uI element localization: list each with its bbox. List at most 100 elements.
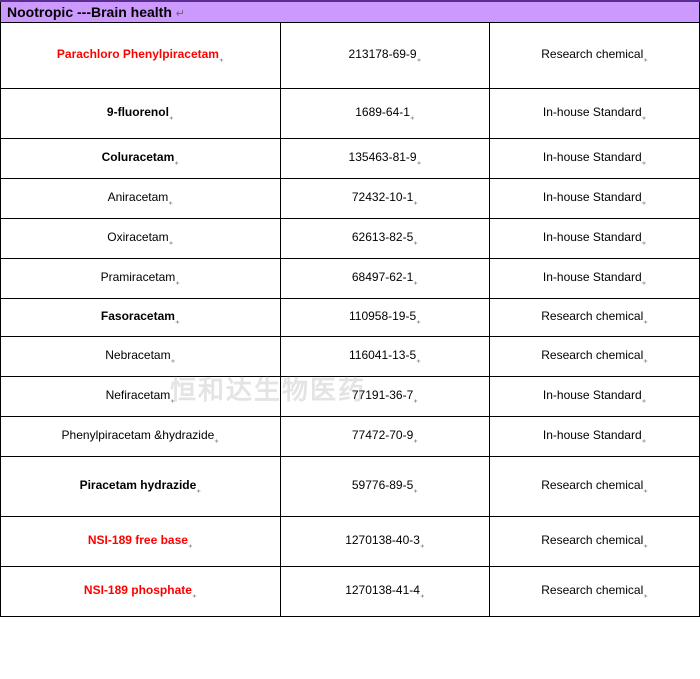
cell-category: Research chemical₊ bbox=[490, 299, 700, 337]
category-text: Research chemical bbox=[541, 47, 643, 61]
cell-cas: 135463-81-9₊ bbox=[280, 139, 490, 179]
cell-name: Oxiracetam₊ bbox=[1, 219, 281, 259]
table-row: Nebracetam₊116041-13-5₊Research chemical… bbox=[1, 337, 700, 377]
cell-name: Fasoracetam₊ bbox=[1, 299, 281, 337]
cas-number: 110958-19-5 bbox=[349, 309, 416, 323]
cell-cas: 59776-89-5₊ bbox=[280, 457, 490, 517]
cell-cas: 77191-36-7₊ bbox=[280, 377, 490, 417]
cas-number: 77191-36-7 bbox=[352, 388, 413, 402]
trail-mark: ₊ bbox=[168, 196, 173, 206]
trail-mark: ₊ bbox=[643, 315, 648, 325]
cell-category: Research chemical₊ bbox=[490, 23, 700, 89]
cell-name: NSI-189 phosphate₊ bbox=[1, 567, 281, 617]
trail-mark: ₊ bbox=[192, 589, 197, 599]
trail-mark: ₊ bbox=[410, 111, 415, 121]
trail-mark: ₊ bbox=[642, 156, 647, 166]
trail-mark: ₊ bbox=[188, 539, 193, 549]
trail-mark: ₊ bbox=[413, 196, 418, 206]
trail-mark: ₊ bbox=[416, 315, 421, 325]
compound-name: NSI-189 free base bbox=[88, 533, 188, 547]
trail-mark: ₊ bbox=[214, 434, 219, 444]
compound-name: Phenylpiracetam &hydrazide bbox=[62, 428, 215, 442]
category-text: In-house Standard bbox=[543, 388, 642, 402]
cell-cas: 1270138-40-3₊ bbox=[280, 517, 490, 567]
compound-name: Aniracetam bbox=[108, 190, 169, 204]
table-row: Parachloro Phenylpiracetam₊213178-69-9₊R… bbox=[1, 23, 700, 89]
nootropic-table: Nootropic ---Brain health ↵ Parachloro P… bbox=[0, 0, 700, 617]
category-text: In-house Standard bbox=[543, 190, 642, 204]
compound-name: NSI-189 phosphate bbox=[84, 583, 192, 597]
trail-mark: ₊ bbox=[642, 276, 647, 286]
trail-mark: ₊ bbox=[413, 434, 418, 444]
table-row: Pramiracetam₊68497-62-1₊In-house Standar… bbox=[1, 259, 700, 299]
category-text: In-house Standard bbox=[543, 105, 642, 119]
cell-name: Pramiracetam₊ bbox=[1, 259, 281, 299]
trail-mark: ₊ bbox=[643, 53, 648, 63]
cell-cas: 62613-82-5₊ bbox=[280, 219, 490, 259]
table-row: Coluracetam₊135463-81-9₊In-house Standar… bbox=[1, 139, 700, 179]
trail-mark: ₊ bbox=[171, 354, 176, 364]
cell-category: Research chemical₊ bbox=[490, 567, 700, 617]
trail-mark: ₊ bbox=[169, 236, 174, 246]
trail-mark: ₊ bbox=[219, 53, 224, 63]
trail-mark: ₊ bbox=[643, 354, 648, 364]
trail-mark: ₊ bbox=[413, 276, 418, 286]
table-row: Fasoracetam₊110958-19-5₊Research chemica… bbox=[1, 299, 700, 337]
cell-cas: 77472-70-9₊ bbox=[280, 417, 490, 457]
category-text: Research chemical bbox=[541, 533, 643, 547]
category-text: In-house Standard bbox=[543, 428, 642, 442]
category-text: In-house Standard bbox=[543, 230, 642, 244]
trail-mark: ₊ bbox=[417, 53, 422, 63]
cas-number: 1689-64-1 bbox=[355, 105, 410, 119]
compound-name: Nebracetam bbox=[105, 348, 170, 362]
cell-category: In-house Standard₊ bbox=[490, 259, 700, 299]
cell-cas: 68497-62-1₊ bbox=[280, 259, 490, 299]
trail-mark: ₊ bbox=[642, 111, 647, 121]
category-text: Research chemical bbox=[541, 478, 643, 492]
cell-name: Nebracetam₊ bbox=[1, 337, 281, 377]
trail-mark: ₊ bbox=[643, 589, 648, 599]
trail-mark: ₊ bbox=[642, 196, 647, 206]
table-row: 9-fluorenol₊1689-64-1₊In-house Standard₊ bbox=[1, 89, 700, 139]
cell-category: Research chemical₊ bbox=[490, 337, 700, 377]
cell-name: Nefiracetam₊ bbox=[1, 377, 281, 417]
compound-name: Fasoracetam bbox=[101, 309, 175, 323]
table-row: NSI-189 phosphate₊1270138-41-4₊Research … bbox=[1, 567, 700, 617]
trail-mark: ₊ bbox=[643, 539, 648, 549]
compound-name: Nefiracetam bbox=[106, 388, 171, 402]
category-text: Research chemical bbox=[541, 583, 643, 597]
cell-cas: 72432-10-1₊ bbox=[280, 179, 490, 219]
cell-name: Aniracetam₊ bbox=[1, 179, 281, 219]
trail-mark: ₊ bbox=[420, 589, 425, 599]
cas-number: 77472-70-9 bbox=[352, 428, 413, 442]
cas-number: 1270138-40-3 bbox=[345, 533, 420, 547]
cas-number: 1270138-41-4 bbox=[345, 583, 420, 597]
compound-name: Coluracetam bbox=[102, 150, 175, 164]
cell-cas: 1689-64-1₊ bbox=[280, 89, 490, 139]
category-text: In-house Standard bbox=[543, 270, 642, 284]
cell-category: In-house Standard₊ bbox=[490, 377, 700, 417]
trail-mark: ₊ bbox=[416, 354, 421, 364]
cas-number: 68497-62-1 bbox=[352, 270, 413, 284]
table-row: Phenylpiracetam &hydrazide₊77472-70-9₊In… bbox=[1, 417, 700, 457]
compound-name: 9-fluorenol bbox=[107, 105, 169, 119]
trail-mark: ₊ bbox=[420, 539, 425, 549]
cell-category: In-house Standard₊ bbox=[490, 139, 700, 179]
table-row: NSI-189 free base₊1270138-40-3₊Research … bbox=[1, 517, 700, 567]
trail-mark: ₊ bbox=[417, 156, 422, 166]
trail-mark: ₊ bbox=[413, 484, 418, 494]
trail-mark: ₊ bbox=[413, 394, 418, 404]
table-row: Nefiracetam₊77191-36-7₊In-house Standard… bbox=[1, 377, 700, 417]
cell-category: Research chemical₊ bbox=[490, 517, 700, 567]
cell-name: Coluracetam₊ bbox=[1, 139, 281, 179]
table-row: Piracetam hydrazide₊59776-89-5₊Research … bbox=[1, 457, 700, 517]
category-text: Research chemical bbox=[541, 348, 643, 362]
trail-mark: ₊ bbox=[642, 236, 647, 246]
cas-number: 116041-13-5 bbox=[349, 348, 416, 362]
compound-name: Oxiracetam bbox=[107, 230, 168, 244]
cas-number: 135463-81-9 bbox=[349, 150, 417, 164]
cell-cas: 213178-69-9₊ bbox=[280, 23, 490, 89]
table-title: Nootropic ---Brain health bbox=[7, 4, 172, 20]
cell-name: Phenylpiracetam &hydrazide₊ bbox=[1, 417, 281, 457]
cell-cas: 1270138-41-4₊ bbox=[280, 567, 490, 617]
